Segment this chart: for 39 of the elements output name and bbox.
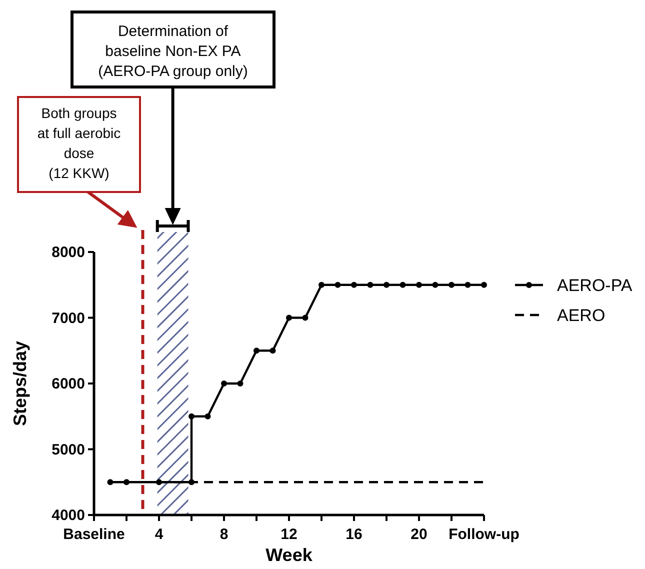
x-tick-label: Follow-up (448, 526, 520, 543)
x-tick-label: 12 (280, 526, 298, 543)
x-axis-title: Week (266, 545, 314, 565)
point (416, 282, 422, 288)
point (286, 314, 292, 321)
point (302, 314, 308, 321)
y-tick-label: 5000 (52, 441, 85, 458)
y-tick-label: 6000 (52, 376, 85, 392)
point (481, 282, 487, 288)
legend-label: AERO (557, 306, 606, 325)
point (221, 380, 227, 386)
point (432, 282, 438, 288)
legend-label: AERO-PA (557, 276, 633, 295)
y-tick-label: 7000 (52, 310, 85, 327)
x-tick-label: 20 (410, 526, 428, 543)
text: Both groups at full aerobic dose (12 KKW) (37, 105, 121, 181)
point (254, 348, 260, 354)
point (188, 413, 194, 420)
point (318, 282, 324, 288)
point (334, 282, 341, 288)
y-tick-label: 4000 (52, 507, 85, 524)
y-axis-title: Steps/day (10, 340, 30, 426)
point (367, 282, 374, 288)
point (448, 282, 454, 288)
x-tick-label: 4 (154, 526, 164, 543)
text: Determination of baseline Non-EX PA (AERO-PA group only) (98, 23, 248, 80)
point (400, 282, 406, 288)
x-tick-label: 8 (220, 526, 228, 543)
y-tick-label: 8000 (52, 244, 85, 261)
point (351, 282, 357, 288)
point (204, 413, 211, 420)
point (107, 479, 114, 486)
point (464, 282, 471, 288)
point (384, 282, 390, 288)
point (237, 380, 244, 386)
point (124, 479, 130, 486)
x-tick-label: Baseline (63, 526, 125, 543)
point (270, 348, 276, 354)
x-tick-label: 16 (346, 526, 362, 543)
